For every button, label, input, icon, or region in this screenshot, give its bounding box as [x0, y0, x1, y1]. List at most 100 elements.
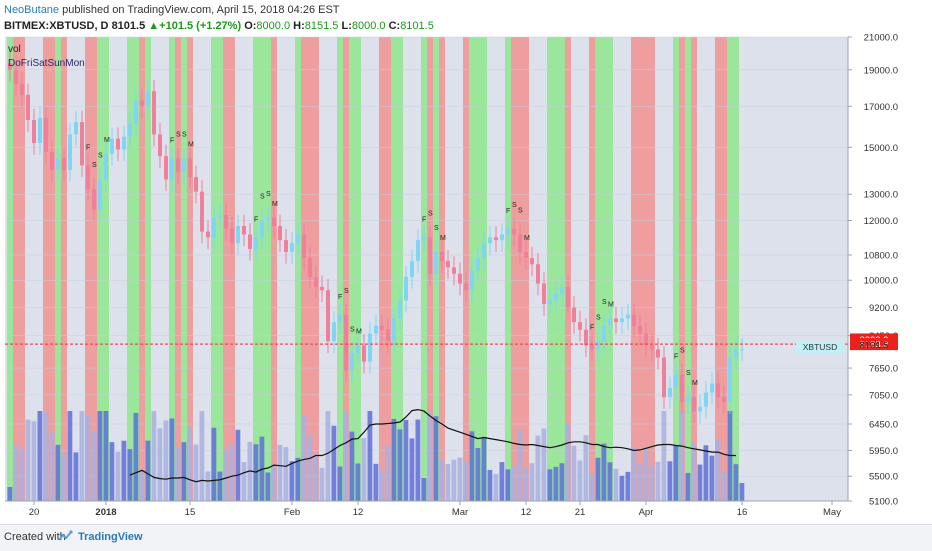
candle-body [368, 333, 372, 362]
weekday-band [505, 37, 511, 501]
candle-body [56, 158, 60, 170]
volume-bar [739, 483, 745, 501]
volume-bar [505, 469, 511, 501]
volume-bar [283, 447, 289, 501]
volume-bar [301, 415, 307, 501]
volume-bar [187, 427, 193, 501]
candle-body [434, 251, 438, 274]
weekday-band [217, 37, 223, 501]
volume-bar [553, 466, 559, 501]
volume-bar [145, 440, 151, 501]
candle-body [692, 397, 696, 412]
weekday-band [595, 37, 601, 501]
volume-bar [361, 438, 367, 501]
candle-body [110, 138, 114, 154]
volume-bar [595, 457, 601, 501]
volume-bar [607, 462, 613, 501]
y-tick-label: 15000.0 [864, 143, 898, 154]
candle-body [194, 177, 198, 192]
candle-body [506, 228, 510, 235]
volume-bar [241, 462, 247, 501]
y-tick-label: 19000.0 [864, 65, 898, 76]
candle-body [530, 258, 534, 265]
x-tick-label: 16 [737, 507, 748, 518]
weekday-band [211, 37, 217, 501]
weekday-band [139, 37, 145, 501]
volume-bar [697, 464, 703, 501]
y-tick-label: 9200.0 [869, 303, 898, 314]
weekday-marker-label: F [422, 216, 426, 223]
volume-bar [469, 431, 475, 501]
author-link[interactable]: NeoButane [4, 4, 60, 16]
volume-bar [79, 411, 85, 501]
weekday-band [349, 37, 355, 501]
weekday-band [607, 37, 613, 501]
volume-bar [121, 440, 127, 501]
volume-bar [481, 436, 487, 501]
volume-bar [205, 471, 211, 501]
volume-bar [667, 461, 673, 501]
volume-bar [61, 452, 67, 501]
candle-body [104, 153, 108, 180]
symbol-tag-bg [796, 341, 844, 354]
weekday-band [343, 37, 349, 501]
y-tick-label: 5100.0 [869, 497, 898, 508]
volume-bar [31, 421, 37, 501]
candle-body [380, 325, 384, 330]
weekday-band [181, 37, 187, 501]
price-tag-label: 8183.8 [859, 340, 888, 351]
volume-bar [559, 463, 565, 501]
candle-body [446, 261, 450, 268]
candle-body [242, 225, 246, 235]
candle-body [182, 158, 186, 173]
weekday-band [169, 37, 175, 501]
weekday-band [601, 37, 607, 501]
candle-body [500, 234, 504, 241]
candle-body [356, 345, 360, 354]
quote-line: BITMEX:XBTUSD, D 8101.5 ▲+101.5 (+1.27%)… [4, 20, 434, 32]
candle-body [584, 329, 588, 346]
volume-bar [493, 474, 499, 501]
candle-body [398, 300, 402, 319]
tradingview-brand[interactable]: TradingView [78, 531, 143, 543]
volume-bar [97, 411, 103, 501]
x-tick-label: Feb [284, 507, 300, 518]
symbol-label[interactable]: BITMEX:XBTUSD, D [4, 20, 109, 32]
price-change: +101.5 (+1.27%) [159, 20, 242, 32]
weekday-marker-label: F [506, 208, 510, 215]
volume-bar [565, 422, 571, 501]
volume-bar [637, 464, 643, 501]
volume-bar [289, 461, 295, 501]
volume-bar [439, 460, 445, 501]
candle-body [416, 240, 420, 262]
weekday-band [589, 37, 595, 501]
volume-bar [403, 419, 409, 501]
volume-bar [721, 471, 727, 501]
candle-body [422, 237, 426, 241]
volume-bar [49, 432, 55, 501]
candle-body [86, 165, 90, 190]
weekday-marker-label: S [260, 193, 265, 200]
legend-indicator: DoFriSatSunMon [8, 58, 85, 69]
tradingview-logo-icon [58, 530, 73, 541]
volume-average-line [129, 408, 736, 483]
y-tick-label: 5950.0 [869, 446, 898, 457]
close-label: C: [388, 20, 401, 32]
candle-body [176, 158, 180, 173]
candle-body [662, 357, 666, 398]
volume-bar [151, 411, 157, 501]
volume-bar [271, 464, 277, 501]
x-axis-panel [5, 501, 848, 520]
y-tick-label: 12000.0 [864, 216, 898, 227]
volume-bar [181, 442, 187, 501]
volume-bar [85, 415, 91, 501]
candle-body [212, 217, 216, 238]
candle-body [302, 234, 306, 259]
weekday-marker-label: M [692, 380, 698, 387]
candle-body [188, 158, 192, 178]
volume-bar [43, 411, 49, 501]
up-arrow-icon: ▲ [148, 20, 160, 32]
weekday-marker-label: S [182, 131, 187, 138]
candle-body [548, 300, 552, 305]
